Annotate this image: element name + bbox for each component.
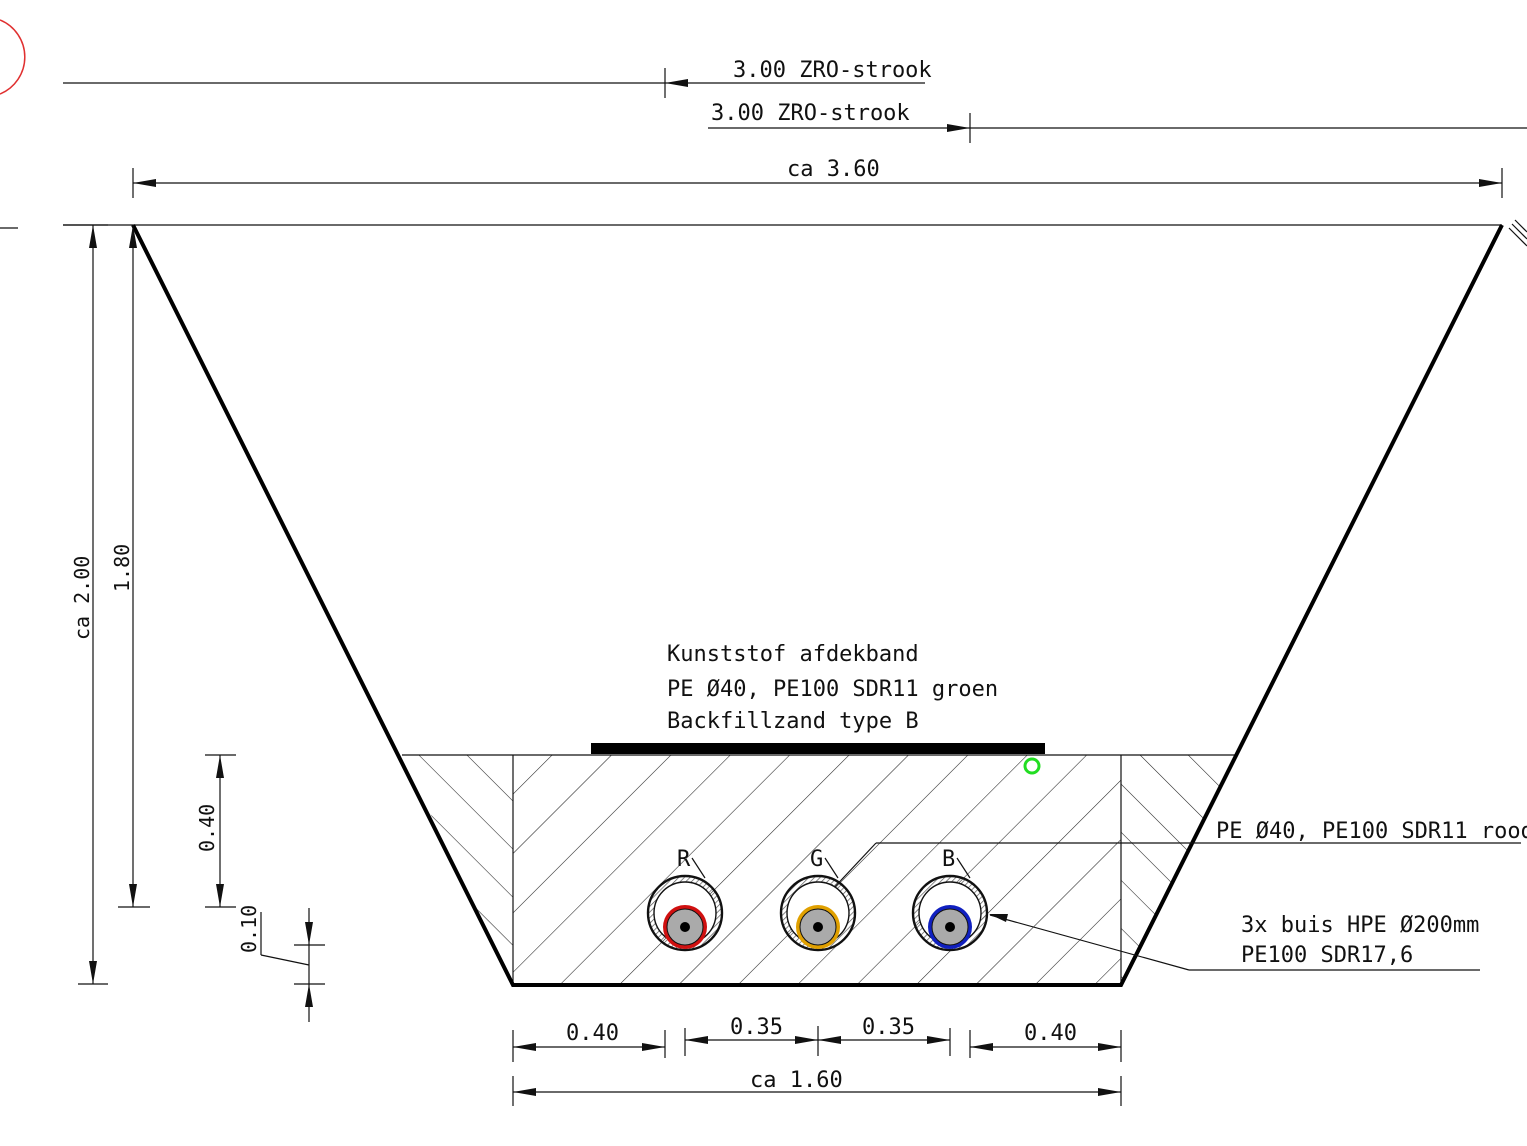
zro-strook-right-label: 3.00 ZRO-strook [711, 101, 910, 126]
green-duct [1023, 757, 1041, 775]
pipe-b-letter: B [942, 847, 955, 872]
stamp-arc [0, 19, 26, 95]
red-duct-label: PE Ø40, PE100 SDR11 rood [1216, 819, 1527, 844]
depth-cover-label: 1.80 [110, 544, 134, 592]
bed-height-dimension: 0.40 [195, 754, 236, 908]
letter-ticks [691, 857, 971, 879]
zro-strook-left: 3.00 ZRO-strook [63, 58, 932, 98]
pipe-g: G [779, 847, 857, 952]
pipes-label-line2: PE100 SDR17,6 [1241, 943, 1413, 968]
top-width-dimension: ca 3.60 [132, 157, 1503, 198]
bed-height-label: 0.40 [195, 804, 219, 852]
zro-strook-left-label: 3.00 ZRO-strook [733, 58, 932, 83]
top-width-label: ca 3.60 [787, 157, 880, 182]
bottom-seg1-label: 0.40 [566, 1021, 619, 1046]
bottom-width-label: ca 1.60 [750, 1068, 843, 1093]
bottom-width-dimension: ca 1.60 [512, 1068, 1122, 1106]
pipes-leader: 3x buis HPE Ø200mm PE100 SDR17,6 [989, 913, 1480, 971]
bed-bottom-label: 0.10 [237, 905, 261, 953]
depth-total-label: ca 2.00 [70, 556, 94, 640]
pipe-r-letter: R [677, 847, 691, 872]
annotation-backfill: Backfillzand type B [667, 709, 919, 734]
bottom-segment-dimensions: 0.40 0.35 0.35 0.40 [512, 1015, 1122, 1062]
bottom-seg2-label: 0.35 [730, 1015, 783, 1040]
depth-cover-dimension: 1.80 [110, 225, 150, 908]
warning-tape [591, 743, 1045, 754]
pipe-b: B [911, 847, 989, 952]
annotation-green-duct: PE Ø40, PE100 SDR11 groen [667, 677, 998, 702]
pipe-r: R [646, 847, 724, 952]
bed-bottom-dimension: 0.10 [237, 905, 325, 1022]
pipe-g-letter: G [810, 847, 823, 872]
annotation-tape: Kunststof afdekband [667, 642, 919, 667]
ground-hatch [1508, 219, 1527, 247]
depth-total-dimension: ca 2.00 [63, 224, 108, 985]
zro-strook-right: 3.00 ZRO-strook [708, 101, 1527, 143]
bottom-seg3-label: 0.35 [862, 1015, 915, 1040]
bottom-seg4-label: 0.40 [1024, 1021, 1077, 1046]
pipes-label-line1: 3x buis HPE Ø200mm [1241, 913, 1479, 938]
trench-outline [131, 224, 1504, 987]
